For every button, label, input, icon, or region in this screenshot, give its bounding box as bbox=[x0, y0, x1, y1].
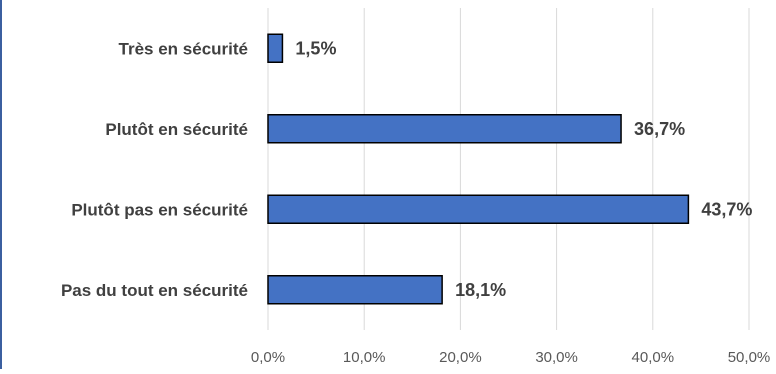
bar bbox=[267, 33, 284, 63]
x-tick-label: 20,0% bbox=[439, 349, 482, 366]
bar bbox=[267, 275, 443, 305]
bars bbox=[267, 33, 690, 305]
x-tick-label: 40,0% bbox=[632, 349, 675, 366]
data-label: 18,1% bbox=[455, 280, 506, 300]
x-tick-label: 50,0% bbox=[728, 349, 771, 366]
bar bbox=[267, 114, 622, 144]
x-axis-tick-labels: 0,0% 10,0% 20,0% 30,0% 40,0% 50,0% bbox=[251, 349, 770, 366]
x-tick-label: 10,0% bbox=[343, 349, 386, 366]
category-labels: Très en sécurité Plutôt en sécurité Plutôt… bbox=[61, 39, 248, 300]
x-tick-label: 30,0% bbox=[535, 349, 578, 366]
category-label: Très en sécurité bbox=[119, 39, 248, 58]
category-label: Plutôt pas en sécurité bbox=[71, 200, 248, 219]
data-labels: 1,5% 36,7% 43,7% 18,1% bbox=[295, 38, 752, 300]
category-label: Plutôt en sécurité bbox=[105, 120, 248, 139]
data-label: 43,7% bbox=[701, 199, 752, 219]
x-tick-label: 0,0% bbox=[251, 349, 285, 366]
bar bbox=[267, 194, 690, 224]
data-label: 1,5% bbox=[295, 38, 336, 58]
data-label: 36,7% bbox=[634, 119, 685, 139]
category-label: Pas du tout en sécurité bbox=[61, 281, 248, 300]
